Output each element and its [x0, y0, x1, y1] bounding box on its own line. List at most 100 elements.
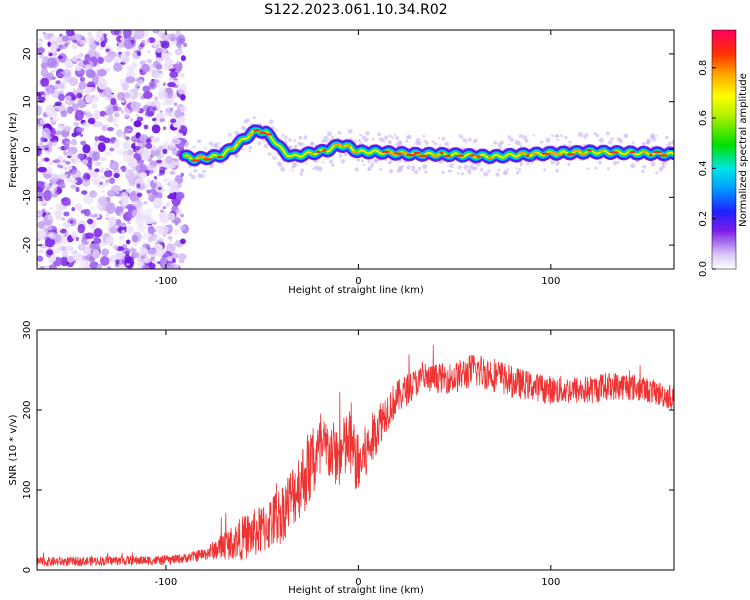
ridge-halo-dot: [405, 139, 409, 143]
noise-blob: [167, 194, 175, 199]
noise-blob: [48, 182, 53, 187]
ridge-halo-dot: [495, 172, 500, 177]
noise-blob: [131, 209, 142, 219]
noise-blob: [102, 87, 112, 97]
noise-blob: [78, 81, 87, 90]
noise-blob: [106, 50, 113, 56]
noise-blob: [124, 127, 129, 133]
noise-blob: [113, 112, 120, 118]
ridge-halo-dot: [204, 147, 207, 150]
noise-blob: [66, 151, 73, 156]
noise-blob: [152, 234, 161, 244]
noise-blob: [57, 181, 66, 188]
noise-blob: [43, 189, 52, 201]
noise-blob: [69, 178, 78, 184]
ridge-hotspot: [629, 151, 636, 153]
noise-blob: [110, 98, 117, 105]
noise-blob: [37, 220, 45, 230]
noise-blob: [125, 239, 131, 245]
noise-blob: [48, 142, 53, 147]
noise-blob: [91, 93, 99, 103]
noise-blob: [138, 196, 144, 200]
noise-blob: [99, 181, 103, 186]
noise-blob: [145, 143, 153, 149]
noise-blob: [133, 201, 138, 205]
ridge-halo-dot: [665, 135, 669, 140]
ridge-halo-dot: [606, 167, 611, 171]
noise-blob: [118, 264, 126, 269]
ridge-halo-dot: [462, 138, 468, 144]
ridge-hotspot: [352, 151, 359, 153]
noise-blob: [180, 172, 184, 177]
ridge-halo-dot: [612, 160, 618, 166]
noise-blob: [85, 232, 95, 239]
ridge-halo-dot: [646, 140, 651, 145]
noise-blob: [127, 157, 138, 168]
noise-blob: [44, 225, 53, 231]
ridge-halo-dot: [472, 140, 476, 144]
noise-blob: [83, 195, 94, 205]
noise-blob: [153, 136, 160, 143]
ridge-hotspot: [197, 155, 206, 158]
noise-blob: [93, 121, 104, 128]
ridge-halo-dot: [387, 140, 392, 145]
noise-blob: [126, 149, 134, 156]
ridge-halo-dot: [252, 116, 256, 120]
ridge-hotspot: [191, 159, 200, 162]
noise-blob: [87, 218, 94, 225]
noise-blob: [66, 106, 74, 114]
noise-blob: [37, 229, 47, 240]
noise-blob: [168, 239, 173, 243]
noise-blob: [144, 217, 154, 225]
noise-blob: [52, 159, 59, 164]
ridge-halo-dot: [417, 166, 422, 171]
ridge-halo-dot: [359, 133, 362, 137]
ridge-halo-dot: [197, 139, 201, 144]
noise-blob: [108, 216, 117, 225]
noise-blob: [152, 30, 160, 34]
ridge-halo-dot: [330, 159, 333, 163]
noise-blob: [125, 188, 133, 194]
noise-blob: [89, 243, 97, 249]
noise-blob: [161, 101, 168, 106]
noise-blob: [97, 69, 107, 77]
noise-blob: [162, 82, 166, 86]
ridge-halo-dot: [555, 168, 559, 173]
noise-blob: [113, 63, 123, 72]
noise-blob: [87, 31, 93, 37]
noise-blob: [168, 141, 175, 148]
noise-blob: [97, 142, 106, 153]
ridge-halo-dot: [299, 172, 304, 176]
noise-blob: [138, 142, 144, 147]
noise-blob: [54, 130, 62, 136]
ridge-halo-dot: [424, 170, 428, 174]
ridge-halo-dot: [415, 137, 421, 143]
ridge-halo-dot: [228, 132, 232, 137]
noise-blob: [135, 163, 146, 175]
noise-blob: [101, 248, 109, 257]
ridge-halo-dot: [192, 145, 196, 149]
noise-blob: [40, 77, 50, 87]
noise-blob: [49, 117, 54, 120]
noise-blob: [37, 262, 41, 267]
noise-blob: [117, 41, 121, 45]
ridge-halo-dot: [291, 162, 295, 166]
noise-blob: [104, 96, 109, 100]
ridge-hotspot: [652, 151, 662, 153]
ridge-hotspot: [401, 152, 408, 155]
ridge-halo-dot: [354, 167, 359, 172]
noise-blob: [134, 241, 138, 247]
ridge-hotspot: [203, 158, 212, 161]
noise-blob: [80, 209, 84, 214]
noise-blob: [40, 67, 49, 78]
ridge-halo-dot: [487, 169, 491, 173]
ridge-halo-dot: [267, 152, 272, 156]
colorbar-gradient: [712, 30, 736, 269]
ridge-hotspot: [248, 133, 253, 136]
noise-blob: [104, 54, 114, 63]
noise-blob: [89, 190, 98, 198]
ridge-halo-dot: [280, 166, 286, 172]
noise-blob: [37, 160, 44, 166]
noise-blob: [159, 110, 163, 113]
